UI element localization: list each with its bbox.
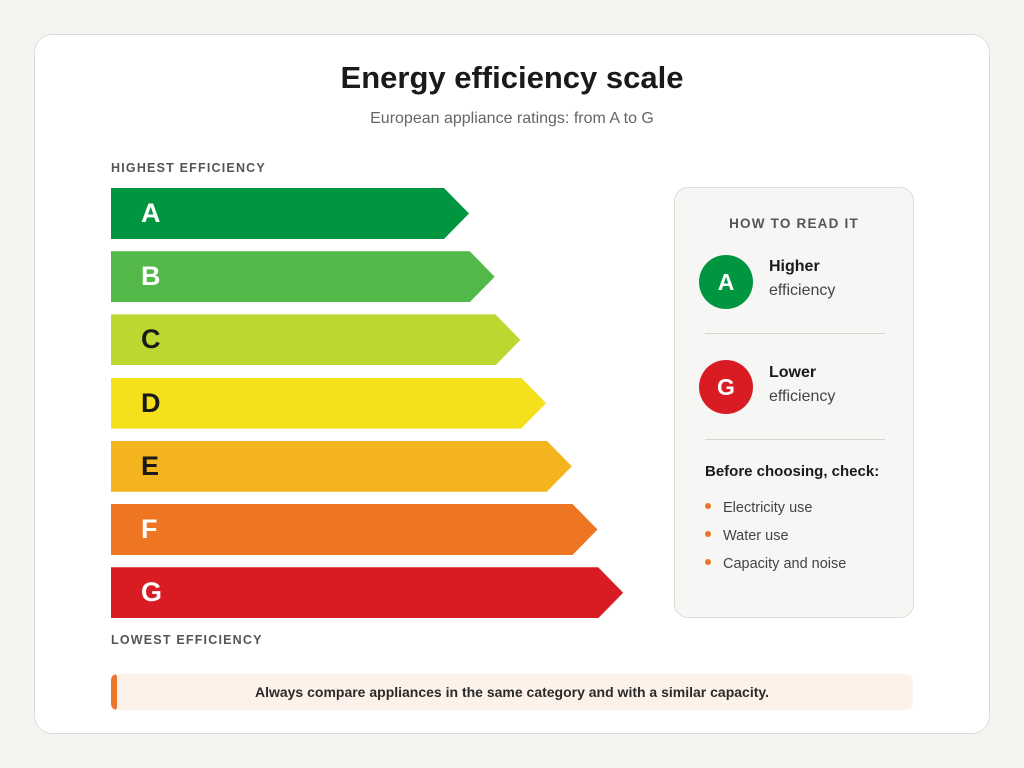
class-bar-d: D	[111, 378, 546, 429]
class-letter-f: F	[141, 514, 158, 544]
check-item-label: Capacity and noise	[723, 556, 847, 572]
class-letter-c: C	[141, 324, 161, 355]
legend-lower-sub: efficiency	[769, 388, 836, 405]
check-item: Electricity use	[705, 500, 812, 516]
legend-higher-label: Higher	[769, 258, 820, 275]
tip-banner: Always compare appliances in the same ca…	[111, 674, 913, 710]
class-letter-e: E	[141, 450, 160, 481]
bullet-dot	[705, 559, 711, 566]
class-bar-a: A	[111, 188, 469, 239]
class-letter-g: G	[141, 577, 163, 608]
legend-divider	[705, 439, 885, 440]
class-bar-c: C	[111, 314, 520, 365]
check-title: Before choosing, check:	[705, 463, 880, 480]
class-bar-f: F	[111, 504, 598, 555]
badge-a: A	[699, 255, 753, 309]
class-letter-b: B	[141, 261, 161, 292]
class-letter-a: A	[141, 198, 161, 228]
class-letter-d: D	[141, 387, 161, 418]
badge-g: G	[699, 360, 753, 414]
class-bar-g: G	[111, 567, 623, 618]
lowest-efficiency-label: LOWEST EFFICIENCY	[111, 633, 263, 647]
check-item: Water use	[705, 528, 789, 544]
class-bar-b: B	[111, 251, 495, 302]
check-item: Capacity and noise	[705, 556, 846, 572]
highest-efficiency-label: HIGHEST EFFICIENCY	[111, 161, 266, 175]
page-subtitle: European appliance ratings: from A to G	[370, 110, 654, 127]
check-item-label: Water use	[723, 528, 789, 544]
page-title: Energy efficiency scale	[340, 60, 684, 95]
bullet-dot	[705, 503, 711, 510]
check-item-label: Electricity use	[723, 500, 813, 516]
legend-title: HOW TO READ IT	[729, 216, 859, 231]
bullet-dot	[705, 531, 711, 538]
tip-text: Always compare appliances in the same ca…	[254, 684, 770, 700]
class-bar-e: E	[111, 441, 572, 492]
legend-higher-sub: efficiency	[769, 282, 836, 299]
tip-accent-bar	[111, 674, 117, 710]
how-to-read-panel: HOW TO READ IT A Higher efficiency G Low…	[674, 187, 914, 618]
legend-divider	[705, 333, 885, 334]
legend-lower-label: Lower	[769, 364, 817, 381]
